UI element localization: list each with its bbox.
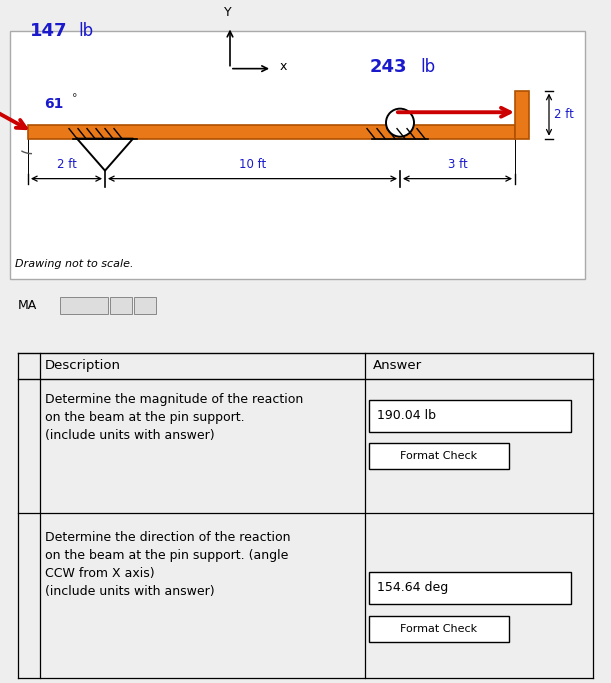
Text: 61: 61 [44, 96, 64, 111]
Text: 2 ft: 2 ft [57, 158, 76, 171]
Text: 2 ft: 2 ft [554, 108, 574, 121]
Bar [28, 124, 515, 139]
FancyBboxPatch shape [369, 616, 509, 642]
Text: (include units with answer): (include units with answer) [45, 585, 214, 598]
Text: Determine the direction of the reaction: Determine the direction of the reaction [45, 531, 290, 544]
Text: Determine the magnitude of the reaction: Determine the magnitude of the reaction [45, 393, 303, 406]
Text: 190.04 lb: 190.04 lb [377, 409, 436, 422]
Text: CCW from X axis): CCW from X axis) [45, 567, 155, 580]
Text: 243: 243 [370, 57, 408, 76]
Text: Description: Description [45, 359, 121, 372]
Text: Y: Y [224, 5, 232, 18]
Text: lb: lb [78, 22, 93, 40]
FancyBboxPatch shape [369, 443, 509, 469]
FancyBboxPatch shape [369, 400, 571, 432]
FancyBboxPatch shape [134, 297, 156, 313]
Text: Format Check: Format Check [400, 451, 478, 461]
Text: on the beam at the pin support. (angle: on the beam at the pin support. (angle [45, 549, 288, 562]
Bar [515, 91, 529, 139]
Text: Format Check: Format Check [400, 624, 478, 634]
Text: Answer: Answer [373, 359, 422, 372]
Text: 3 ft: 3 ft [448, 158, 467, 171]
Text: x: x [280, 60, 287, 73]
Bar [10, 31, 585, 279]
Circle shape [386, 109, 414, 137]
Text: MA: MA [18, 299, 37, 312]
FancyBboxPatch shape [110, 297, 132, 313]
FancyBboxPatch shape [60, 297, 108, 313]
FancyBboxPatch shape [369, 572, 571, 604]
Text: 147: 147 [30, 22, 67, 40]
Text: lb: lb [420, 57, 435, 76]
Text: on the beam at the pin support.: on the beam at the pin support. [45, 411, 244, 424]
Text: Drawing not to scale.: Drawing not to scale. [15, 259, 133, 268]
Text: 10 ft: 10 ft [239, 158, 266, 171]
Text: 154.64 deg: 154.64 deg [377, 581, 448, 594]
Text: (include units with answer): (include units with answer) [45, 429, 214, 442]
Text: °: ° [72, 93, 78, 102]
